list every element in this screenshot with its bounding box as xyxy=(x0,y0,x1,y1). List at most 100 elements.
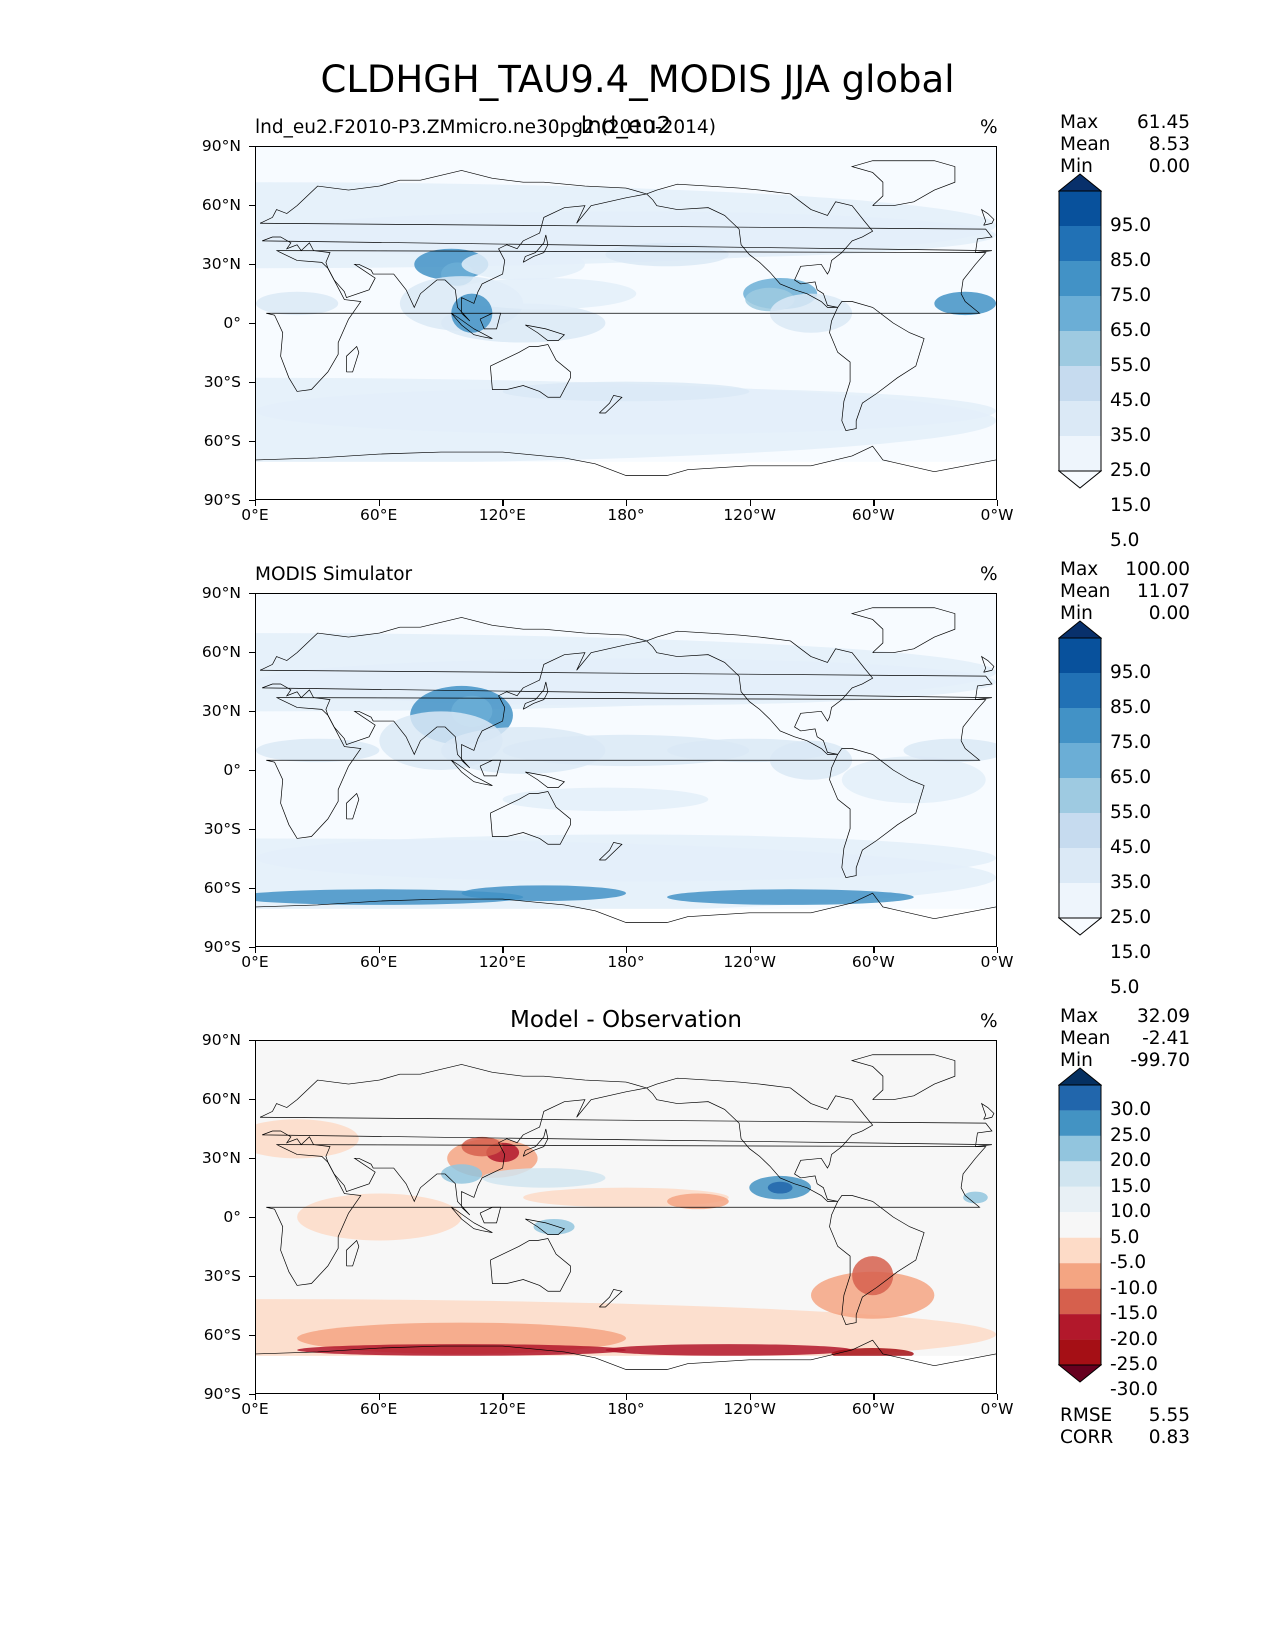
panel-bottom-xtick-mark xyxy=(255,1394,257,1400)
panel-bottom-ytick-label: 60°S xyxy=(203,1326,241,1344)
panel-top-title-center: lnd_eu2 xyxy=(580,113,672,139)
panel-bottom-colorbar-swatch xyxy=(1059,1314,1101,1340)
panel-middle-colorbar-label: 55.0 xyxy=(1110,802,1152,823)
panel-bottom-coastline-12 xyxy=(479,1206,502,1224)
panel-top-ytick-label: 30°N xyxy=(201,255,241,273)
panel-top-coastline-12 xyxy=(479,312,502,330)
panel-bottom-ytick-label: 60°N xyxy=(201,1090,241,1108)
panel-bottom-xtick-label: 120°W xyxy=(723,1400,776,1418)
panel-bottom-field-region-16 xyxy=(482,1168,606,1188)
panel-middle-colorbar-swatch xyxy=(1059,638,1101,673)
panel-middle-ytick-mark xyxy=(249,947,255,949)
panel-middle-coastline-9 xyxy=(346,792,360,820)
panel-middle-coastline-6 xyxy=(256,892,996,923)
panel-top-xtick-mark xyxy=(749,500,751,506)
panel-top-ytick-mark xyxy=(249,205,255,207)
panel-bottom-colorbar-swatch xyxy=(1059,1110,1101,1136)
panel-middle-ytick-mark xyxy=(249,770,255,772)
panel-bottom-stat-label: Min xyxy=(1060,1050,1093,1071)
panel-bottom-colorbar-label: 15.0 xyxy=(1110,1175,1152,1197)
panel-top-xtick-label: 180° xyxy=(607,506,645,524)
panel-middle-coastline-0 xyxy=(266,697,987,839)
panel-bottom-ytick-label: 0° xyxy=(223,1208,241,1226)
panel-bottom-stat-value: 32.09 xyxy=(1137,1006,1190,1027)
panel-top-stats: Max 61.45 Mean 8.53 Min 0.00 xyxy=(1060,112,1190,178)
panel-middle-units: % xyxy=(980,564,998,585)
panel-middle-map-svg xyxy=(256,594,996,946)
panel-top-field-region-2 xyxy=(256,387,996,435)
panel-top-colorbar-label: 95.0 xyxy=(1110,215,1152,236)
panel-top-antarctic-mask xyxy=(256,461,996,499)
panel-middle-field-region-12 xyxy=(256,738,380,763)
panel-bottom-coastline-6 xyxy=(256,1339,996,1370)
panel-bottom-colorbar-swatch xyxy=(1059,1085,1101,1111)
panel-bottom-xtick-mark xyxy=(997,1394,999,1400)
panel-top-colorbar-swatch xyxy=(1059,436,1101,471)
panel-middle-stats: Max 100.00 Mean 11.07 Min 0.00 xyxy=(1060,559,1190,625)
panel-bottom-stats: Max 32.09 Mean -2.41 Min -99.70 xyxy=(1060,1006,1190,1072)
panel-bottom-xtick-mark xyxy=(502,1394,504,1400)
panel-middle-xtick-label: 0°W xyxy=(980,953,1014,971)
panel-middle-colorbar-label: 25.0 xyxy=(1110,907,1152,928)
panel-middle-xtick-mark xyxy=(626,947,628,953)
panel-top-ytick-mark xyxy=(249,323,255,325)
panel-top-colorbar-svg xyxy=(1058,173,1102,489)
panel-middle-stat-value: 11.07 xyxy=(1137,581,1190,602)
panel-middle-field-region-16 xyxy=(667,889,914,905)
panel-top-xtick-mark xyxy=(255,500,257,506)
panel-top-xtick-mark xyxy=(873,500,875,506)
panel-bottom-ytick-label: 90°S xyxy=(203,1385,241,1403)
panel-top-field-region-14 xyxy=(605,242,729,267)
panel-top-stat-value: 0.00 xyxy=(1148,156,1190,177)
panel-bottom-field-region-3 xyxy=(852,1256,894,1296)
panel-bottom-colorbar-label: 10.0 xyxy=(1110,1201,1152,1223)
panel-bottom-field-region-14 xyxy=(767,1181,793,1194)
panel-top-stat-label: Mean xyxy=(1060,134,1111,155)
panel-top-stat-row: Mean 8.53 xyxy=(1060,134,1190,156)
panel-top-stat-row: Min 0.00 xyxy=(1060,156,1190,178)
panel-bottom-colorbar-label: 25.0 xyxy=(1110,1124,1152,1146)
panel-top-coastline-2 xyxy=(646,183,874,308)
panel-bottom-ytick-mark xyxy=(249,1335,255,1337)
panel-middle-stat-value: 100.00 xyxy=(1125,559,1190,580)
panel-top-field-region-12 xyxy=(256,291,339,316)
panel-middle-field-region-17 xyxy=(461,885,626,902)
panel-middle-colorbar-label: 65.0 xyxy=(1110,767,1152,788)
panel-bottom-xtick-label: 120°E xyxy=(478,1400,526,1418)
panel-bottom-xtick-label: 60°E xyxy=(360,1400,398,1418)
panel-top-xtick-mark xyxy=(502,500,504,506)
panel-bottom-field-region-2 xyxy=(811,1271,935,1319)
panel-middle-colorbar-label: 5.0 xyxy=(1110,977,1140,998)
panel-middle-ytick-label: 90°N xyxy=(201,584,241,602)
panel-top-ytick-label: 90°S xyxy=(203,491,241,509)
panel-middle-field-region-14 xyxy=(502,787,709,812)
panel-bottom-colorbar-label: -5.0 xyxy=(1110,1252,1147,1274)
panel-bottom-colorbar-swatch xyxy=(1059,1263,1101,1289)
panel-bottom-colorbar-label: -10.0 xyxy=(1110,1277,1158,1299)
panel-top-colorbar-label: 5.0 xyxy=(1110,530,1140,551)
panel-bottom-stat-value: -99.70 xyxy=(1130,1050,1190,1071)
panel-middle-ytick-label: 90°S xyxy=(203,938,241,956)
panel-top-xtick-mark xyxy=(997,500,999,506)
panel-top-colorbar-extend-top xyxy=(1058,173,1102,192)
panel-top-field-region-16 xyxy=(461,248,585,280)
panel-middle-field-region-8 xyxy=(502,734,750,767)
panel-middle-xtick-mark xyxy=(255,947,257,953)
panel-middle-coastline-5 xyxy=(850,607,956,654)
panel-top-stat-value: 8.53 xyxy=(1148,134,1190,155)
panel-bottom-field-region-7 xyxy=(297,1193,462,1241)
panel-bottom-colorbar-label: 30.0 xyxy=(1110,1099,1152,1121)
panel-bottom-ytick-mark xyxy=(249,1040,255,1042)
panel-bottom-coastline-11 xyxy=(451,1206,493,1233)
panel-middle-xtick-mark xyxy=(502,947,504,953)
panel-bottom-antarctic-mask xyxy=(256,1355,996,1393)
panel-bottom-xtick-label: 0°E xyxy=(241,1400,269,1418)
panel-middle-colorbar-svg xyxy=(1058,620,1102,936)
panel-top-map xyxy=(255,146,997,500)
panel-bottom-xtick-label: 0°W xyxy=(980,1400,1014,1418)
panel-bottom-coastline-2 xyxy=(646,1077,874,1202)
panel-top-ytick-mark xyxy=(249,264,255,266)
panel-bottom-metric-value: 5.55 xyxy=(1148,1405,1190,1426)
panel-middle-stat-row: Max 100.00 xyxy=(1060,559,1190,581)
panel-top-coastline-7 xyxy=(980,208,995,226)
